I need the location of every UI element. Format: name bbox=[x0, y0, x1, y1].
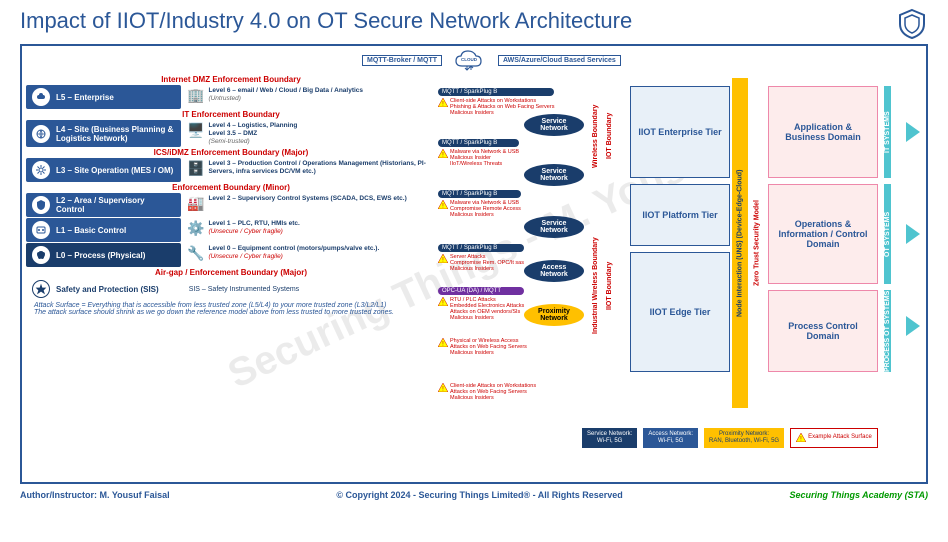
tier-enterprise: IIOT Enterprise Tier bbox=[630, 86, 730, 178]
domain-app: Application & Business Domain bbox=[768, 86, 878, 178]
level-0: L0 – Process (Physical) 🔧Level 0 – Equip… bbox=[26, 243, 436, 267]
attack-sis: Client-side Attacks on Workstations Atta… bbox=[450, 383, 536, 401]
boundary-ics: ICS/iDMZ Enforcement Boundary (Major) bbox=[26, 148, 436, 157]
warning-icon: ! bbox=[438, 383, 448, 392]
cloud-services-label: AWS/Azure/Cloud Based Services bbox=[498, 55, 621, 66]
warning-icon: ! bbox=[438, 98, 448, 107]
mqtt-tag: MQTT / SparkPlug B bbox=[438, 244, 524, 252]
tier-platform: IIOT Platform Tier bbox=[630, 184, 730, 246]
opc-tag: OPC-UA (DA) / MQTT bbox=[438, 287, 524, 295]
warning-icon: ! bbox=[438, 149, 448, 158]
level-2: L2 – Area / Supervisory Control 🏭Level 2… bbox=[26, 193, 436, 217]
svg-text:CLOUD: CLOUD bbox=[461, 57, 478, 62]
motor-icon: 🔧 bbox=[187, 245, 204, 262]
arrow-icon bbox=[906, 122, 920, 142]
mqtt-tag: MQTT / SparkPlug B bbox=[438, 190, 521, 198]
factory-icon: 🏭 bbox=[187, 195, 204, 212]
control-icon bbox=[32, 221, 50, 239]
zero-trust-label: Zero Trust Security Model bbox=[750, 78, 764, 408]
mqtt-tag: MQTT / SparkPlug B bbox=[438, 88, 554, 96]
attack-l1: RTU / PLC Attacks Embedded Electronics A… bbox=[450, 297, 524, 321]
cloud-icon bbox=[32, 88, 50, 106]
plc-icon: ⚙️ bbox=[187, 220, 204, 237]
level-3: L3 – Site Operation (MES / OM) 🗄️Level 3… bbox=[26, 158, 436, 182]
warning-icon: ! bbox=[438, 254, 448, 263]
service-network-pill: Service Network bbox=[524, 164, 584, 186]
iiot-boundary: IIOT Boundary bbox=[606, 196, 613, 376]
boundary-dmz: Internet DMZ Enforcement Boundary bbox=[26, 75, 436, 84]
footer-author: Author/Instructor: M. Yousuf Faisal bbox=[20, 490, 170, 500]
level-5: L5 – Enterprise 🏢Level 6 – email / Web /… bbox=[26, 85, 436, 109]
page-title: Impact of IIOT/Industry 4.0 on OT Secure… bbox=[20, 8, 632, 34]
sis-row: Safety and Protection (SIS) SIS – Safety… bbox=[26, 278, 436, 300]
attack-l0: Physical or Wireless Access Attacks on W… bbox=[450, 338, 527, 356]
domain-ops: Operations & Information / Control Domai… bbox=[768, 184, 878, 284]
process-ot-systems: PROCESS OT SYSTEMS bbox=[884, 290, 891, 372]
iot-boundary: IOT Boundary bbox=[606, 86, 613, 186]
tier-edge: IIOT Edge Tier bbox=[630, 252, 730, 372]
boundary-airgap: Air-gap / Enforcement Boundary (Major) bbox=[26, 268, 436, 277]
level-4: L4 – Site (Business Planning & Logistics… bbox=[26, 120, 436, 147]
domain-proc: Process Control Domain bbox=[768, 290, 878, 372]
legend-access: Access Network: Wi-Fi, 5G bbox=[643, 428, 698, 448]
proximity-network-pill: Proximity Network bbox=[524, 304, 584, 326]
boundary-it: IT Enforcement Boundary bbox=[26, 110, 436, 119]
computer-icon: 🖥️ bbox=[187, 122, 204, 139]
arrow-icon bbox=[906, 316, 920, 336]
attack-l2: Server Attacks Compromise Rem. OPC/It sa… bbox=[450, 254, 524, 272]
globe-icon bbox=[32, 125, 50, 143]
footer-sta: Securing Things Academy (STA) bbox=[789, 490, 928, 500]
cloud-icon: CLOUD bbox=[450, 48, 490, 72]
warning-icon: ! bbox=[438, 338, 448, 347]
server-icon: 🗄️ bbox=[187, 160, 204, 177]
attack-note: Attack Surface = Everything that is acce… bbox=[26, 300, 436, 318]
it-systems: IT SYSTEMS bbox=[884, 86, 891, 178]
level-1: L1 – Basic Control ⚙️Level 1 – PLC, RTU,… bbox=[26, 218, 436, 242]
attack-l4: Malware via Network & USB Malicious Insi… bbox=[450, 149, 519, 167]
footer-copyright: © Copyright 2024 - Securing Things Limit… bbox=[336, 490, 622, 500]
access-network-pill: Access Network bbox=[524, 260, 584, 282]
safety-icon bbox=[32, 280, 50, 298]
arrow-icon bbox=[906, 224, 920, 244]
shield-icon bbox=[32, 196, 50, 214]
service-network-pill: Service Network bbox=[524, 114, 584, 136]
logo-icon bbox=[896, 8, 928, 40]
brain-icon bbox=[32, 246, 50, 264]
legend-service: Service Network: Wi-Fi, 5G bbox=[582, 428, 637, 448]
warning-icon: ! bbox=[438, 200, 448, 209]
mqtt-broker-label: MQTT-Broker / MQTT bbox=[362, 55, 442, 66]
boundary-minor: Enforcement Boundary (Minor) bbox=[26, 183, 436, 192]
industrial-wireless-boundary: Industrial Wireless Boundary bbox=[592, 196, 599, 376]
gear-icon bbox=[32, 161, 50, 179]
service-network-pill: Service Network bbox=[524, 216, 584, 238]
legend-proximity: Proximity Network: RAN, Bluetooth, Wi-Fi… bbox=[704, 428, 784, 448]
ot-systems: OT SYSTEMS bbox=[884, 184, 891, 284]
mqtt-tag: MQTT / SparkPlug B bbox=[438, 139, 519, 147]
wireless-boundary: Wireless Boundary bbox=[592, 86, 599, 186]
legend-attack: !Example Attack Surface bbox=[790, 428, 878, 448]
attack-l5: Client-side Attacks on Workstations Phis… bbox=[450, 98, 554, 116]
uns-bar: Node Interaction (UNS) (Device-Edge-Clou… bbox=[732, 78, 748, 408]
attack-l3: Malware via Network & USB Compromise Rem… bbox=[450, 200, 521, 218]
warning-icon: ! bbox=[438, 297, 448, 306]
building-icon: 🏢 bbox=[187, 87, 204, 104]
